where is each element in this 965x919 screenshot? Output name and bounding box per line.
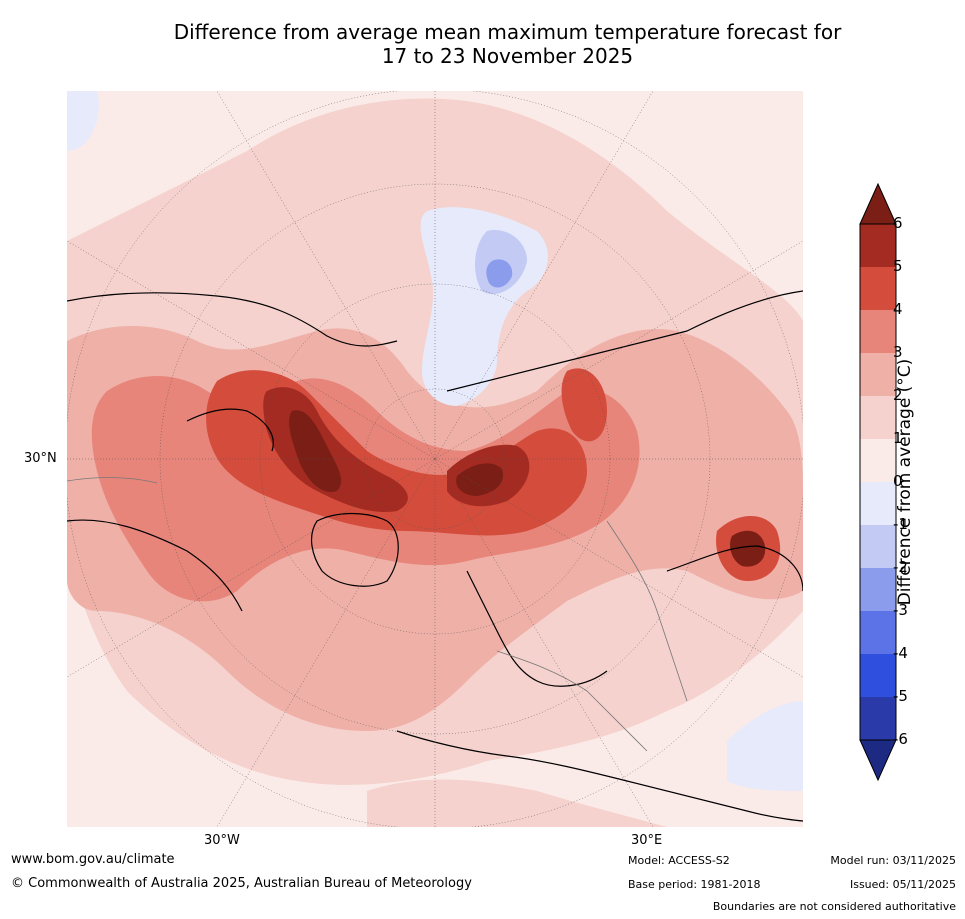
colorbar-segment <box>860 439 896 482</box>
temperature-anomaly-map <box>67 91 803 827</box>
colorbar-tick-label: -1 <box>893 515 908 533</box>
anomaly-band-over-6 <box>289 410 342 492</box>
colorbar-tick-label: 4 <box>893 300 903 318</box>
colorbar-label: Difference from average (°C) <box>895 358 915 606</box>
colorbar-tick-label: 1 <box>893 429 903 447</box>
anomaly-band-over-6-atlantic <box>456 463 504 496</box>
colorbar-tick-label: 3 <box>893 343 903 361</box>
colorbar-segment <box>860 654 896 697</box>
graticule <box>67 91 803 827</box>
title-line-2: 17 to 23 November 2025 <box>381 44 634 68</box>
colorbar-segment <box>860 568 896 611</box>
colorbar-tick-label: 0 <box>893 472 903 490</box>
colorbar-segment <box>860 353 896 396</box>
latitude-label: 30°N <box>24 451 57 466</box>
colorbar-segment <box>860 267 896 310</box>
anomaly-band-minus2-minus3 <box>486 259 513 288</box>
footer-model: Model: ACCESS-S2 <box>628 854 730 867</box>
colorbar-extend-bottom <box>859 739 897 782</box>
colorbar-segment <box>860 525 896 568</box>
footer-issued: Issued: 05/11/2025 <box>849 878 956 891</box>
longitude-label-east: 30°E <box>631 833 663 848</box>
coastlines <box>67 290 803 822</box>
anomaly-band-0-minus1-ne <box>727 701 803 791</box>
colorbar-tick-label: -6 <box>893 730 908 748</box>
country-boundaries <box>67 477 688 752</box>
colorbar-tick-label: -4 <box>893 644 908 662</box>
anomaly-band-4-5-east <box>561 368 607 442</box>
colorbar-segment <box>860 611 896 654</box>
footer-copyright: © Commonwealth of Australia 2025, Austra… <box>11 876 472 891</box>
colorbar-segment <box>860 310 896 353</box>
colorbar-segment <box>860 697 896 740</box>
colorbar-tick-label: -2 <box>893 558 908 576</box>
colorbar-tick-label: 2 <box>893 386 903 404</box>
longitude-label-west: 30°W <box>204 833 240 848</box>
footer-model-run: Model run: 03/11/2025 <box>830 854 956 867</box>
anomaly-band-over-6-asia <box>730 530 766 567</box>
colorbar-tick-label: -3 <box>893 601 908 619</box>
footer-base-period: Base period: 1981-2018 <box>628 878 761 891</box>
colorbar-segment <box>860 482 896 525</box>
colorbar-tick-label: 5 <box>893 257 903 275</box>
colorbar <box>859 182 897 782</box>
colorbar-extend-top <box>859 182 897 225</box>
colorbar-segment <box>860 396 896 439</box>
anomaly-band-1-2-south <box>367 779 667 827</box>
colorbar-segment <box>860 224 896 267</box>
footer-website: www.bom.gov.au/climate <box>11 852 175 867</box>
colorbar-tick-label: -5 <box>893 687 908 705</box>
anomaly-band-0-minus1-nw <box>67 91 99 151</box>
title-line-1: Difference from average mean maximum tem… <box>173 20 842 44</box>
colorbar-tick-label: 6 <box>893 214 903 232</box>
footer-disclaimer: Boundaries are not considered authoritat… <box>712 900 956 913</box>
chart-title: Difference from average mean maximum tem… <box>0 20 965 68</box>
